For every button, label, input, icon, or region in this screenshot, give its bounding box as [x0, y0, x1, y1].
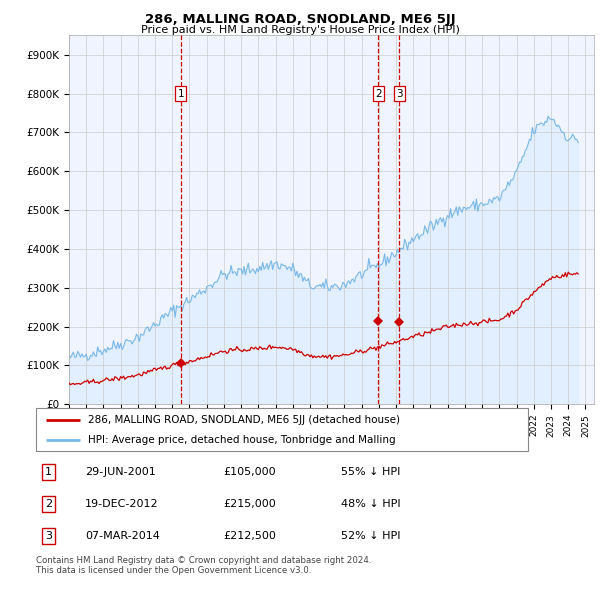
Text: 29-JUN-2001: 29-JUN-2001 [85, 467, 156, 477]
Text: 286, MALLING ROAD, SNODLAND, ME6 5JJ: 286, MALLING ROAD, SNODLAND, ME6 5JJ [145, 13, 455, 26]
FancyBboxPatch shape [36, 408, 528, 451]
Text: This data is licensed under the Open Government Licence v3.0.: This data is licensed under the Open Gov… [36, 566, 311, 575]
Text: 55% ↓ HPI: 55% ↓ HPI [341, 467, 400, 477]
Text: 1: 1 [178, 88, 184, 99]
Text: 2: 2 [45, 499, 52, 509]
Text: 07-MAR-2014: 07-MAR-2014 [85, 531, 160, 541]
Text: 1: 1 [45, 467, 52, 477]
Text: Price paid vs. HM Land Registry's House Price Index (HPI): Price paid vs. HM Land Registry's House … [140, 25, 460, 35]
Text: £212,500: £212,500 [223, 531, 276, 541]
Text: 3: 3 [45, 531, 52, 541]
Text: 19-DEC-2012: 19-DEC-2012 [85, 499, 159, 509]
Text: 52% ↓ HPI: 52% ↓ HPI [341, 531, 401, 541]
Text: HPI: Average price, detached house, Tonbridge and Malling: HPI: Average price, detached house, Tonb… [88, 435, 395, 445]
Text: Contains HM Land Registry data © Crown copyright and database right 2024.: Contains HM Land Registry data © Crown c… [36, 556, 371, 565]
Text: 48% ↓ HPI: 48% ↓ HPI [341, 499, 401, 509]
Text: 3: 3 [396, 88, 403, 99]
Text: 286, MALLING ROAD, SNODLAND, ME6 5JJ (detached house): 286, MALLING ROAD, SNODLAND, ME6 5JJ (de… [88, 415, 400, 425]
Text: £215,000: £215,000 [223, 499, 276, 509]
Text: £105,000: £105,000 [223, 467, 275, 477]
Text: 2: 2 [375, 88, 382, 99]
